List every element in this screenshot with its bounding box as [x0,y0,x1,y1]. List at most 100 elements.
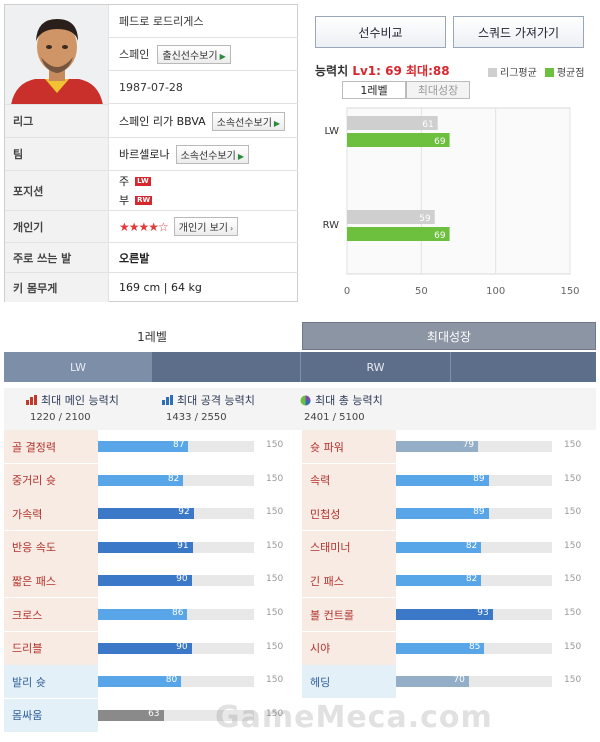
chart-bar-value: 59 [419,214,431,224]
stat-label: 스태미너 [302,530,396,564]
summary-attack-title: 최대 공격 능력치 [177,394,255,407]
stat-bar-fill: 89 [396,507,489,520]
stat-label: 헤딩 [302,665,396,699]
stat-bar-track: 85 [396,642,552,654]
arrow-right-icon: ▶ [219,51,226,61]
chart-category-label: LW [324,126,339,137]
stat-row: 스태미너 82 150 [302,530,598,564]
summary-main-title: 최대 메인 능력치 [41,394,119,407]
stat-value: 82 [465,540,478,551]
summary-total: 최대 총 능력치 2401 / 5100 [300,392,383,423]
stat-value: 90 [176,641,188,652]
stat-max-label: 150 [266,574,284,585]
stat-row: 몸싸움 63 150 [4,698,300,732]
stat-max-label: 150 [564,608,582,618]
stat-value: 87 [173,440,185,450]
stat-max-label: 150 [266,473,284,484]
foot-value: 오른발 [119,251,150,265]
tab-level1[interactable]: 1레벨 [4,322,300,350]
stat-bar-track: 89 [396,507,552,520]
stat-label: 발리 슛 [4,665,98,699]
position-label: 포지션 [5,171,109,210]
stat-bar-fill: 89 [396,474,489,486]
stat-label: 크로스 [4,598,98,631]
stat-bar-fill: 90 [98,574,192,587]
player-name: 페드로 로드리게스 [119,15,204,28]
rating-chart: 0 50 100 150 LW 61 69 RW 59 69 [315,104,581,304]
stat-bar-fill: 92 [98,507,194,520]
stat-bar-track: 82 [396,574,552,587]
stat-max-label: 150 [564,473,582,484]
league-row: 리그 스페인 리가 BBVA 소속선수보기 ▶ [5,105,298,138]
stat-value: 70 [453,675,465,686]
arrow-right-icon: › [229,224,234,233]
stat-max-label: 150 [266,608,284,618]
stat-row: 짧은 패스 90 150 [4,564,300,598]
stat-max-label: 150 [266,440,284,450]
take-squad-button[interactable]: 스쿼드 가져가기 [453,16,584,48]
bar-chart-icon [26,395,37,405]
team-row: 팀 바르셀로나 소속선수보기 ▶ [5,138,298,171]
chart-bar [347,116,438,130]
stat-bar-track: 79 [396,440,552,452]
stat-label: 골 결정력 [4,430,98,463]
skill-label: 개인기 [5,211,109,242]
legend-swatch [544,68,554,77]
stat-row: 드리블 90 150 [4,631,300,665]
position-selector: LW RW [4,352,596,382]
stat-bar-track: 82 [98,474,254,486]
tab-level1-small[interactable]: 1레벨 [342,81,406,99]
position-tab-rw[interactable]: RW [300,352,450,382]
position-tab-empty-1[interactable] [152,352,300,382]
skill-stars: ★★★★☆ [119,219,169,234]
stat-row: 속력 89 150 [302,463,598,497]
stat-max-label: 150 [266,540,284,551]
stat-bar-fill: 90 [98,641,192,654]
chart-bar [347,227,450,241]
summary-attack: 최대 공격 능력치 1433 / 2550 [162,392,255,423]
stat-row: 중거리 슛 82 150 [4,463,300,497]
stat-max-label: 150 [564,440,582,450]
compare-players-button[interactable]: 선수비교 [315,16,446,48]
player-photo [5,5,109,105]
bar-chart-icon [162,395,173,405]
stat-bar-fill: 70 [396,675,469,688]
player-birthdate: 1987-07-28 [119,80,183,94]
stat-bar-track: 89 [396,474,552,486]
summary-total-value: 2401 / 5100 [304,412,365,423]
stat-row: 골 결정력 87 150 [4,430,300,463]
stat-bar-fill: 82 [98,474,184,486]
position-tab-empty-2[interactable] [450,352,596,382]
team-players-button[interactable]: 소속선수보기 ▶ [175,144,249,164]
tab-max-growth[interactable]: 최대성장 [302,322,596,350]
stat-label: 볼 컨트롤 [302,598,396,631]
player-profile-table: 페드로 로드리게스 스페인 출신선수보기 ▶ 1987-07-28 리그 스페인 … [4,4,298,302]
league-players-button[interactable]: 소속선수보기 ▶ [211,111,286,131]
stat-label: 몸싸움 [4,698,98,732]
sub-position-label: 부 [119,194,130,207]
stat-max-label: 150 [266,675,284,686]
stat-max-label: 150 [564,675,582,686]
stat-max-label: 150 [564,507,582,518]
stat-bar-fill: 93 [396,608,493,620]
arrow-right-icon: ▶ [237,151,244,161]
nation-players-button[interactable]: 출신선수보기 ▶ [157,44,231,64]
player-name-row: 페드로 로드리게스 [109,5,298,38]
player-nation-row: 스페인 출신선수보기 ▶ [109,38,298,71]
position-tab-lw[interactable]: LW [4,352,152,382]
stat-label: 시야 [302,631,396,665]
main-position-badge: LW [135,176,151,186]
stat-row: 슛 파워 79 150 [302,430,598,463]
body-value: 169 cm | 64 kg [119,281,202,294]
chart-tick-label: 50 [415,286,428,297]
skill-view-button[interactable]: 개인기 보기 › [173,217,239,236]
chart-bar-value: 61 [422,120,433,130]
stat-value: 93 [477,608,489,618]
stat-value: 80 [165,675,178,686]
summary-main-value: 1220 / 2100 [30,412,91,423]
tab-max-small[interactable]: 최대성장 [406,81,470,99]
body-label: 키 몸무게 [5,273,109,302]
stat-bar-fill: 79 [396,440,479,452]
stat-row: 가속력 92 150 [4,497,300,531]
